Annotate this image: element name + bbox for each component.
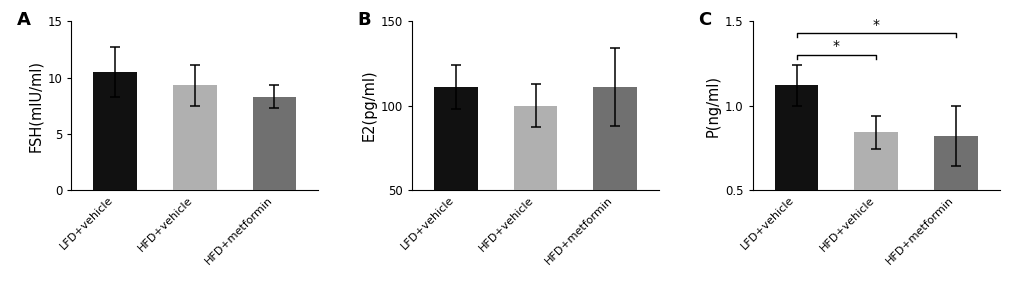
Y-axis label: E2(pg/ml): E2(pg/ml) xyxy=(362,70,376,141)
Text: C: C xyxy=(698,11,711,29)
Bar xyxy=(514,106,556,274)
Text: *: * xyxy=(872,17,878,32)
Bar xyxy=(93,72,137,190)
Bar xyxy=(173,85,216,190)
Bar xyxy=(593,87,637,274)
Text: A: A xyxy=(17,11,31,29)
Text: B: B xyxy=(358,11,371,29)
Bar xyxy=(854,132,897,274)
Bar xyxy=(253,97,297,190)
Bar xyxy=(773,85,817,274)
Bar xyxy=(933,136,977,274)
Y-axis label: FSH(mIU/ml): FSH(mIU/ml) xyxy=(29,60,43,151)
Text: *: * xyxy=(833,39,839,53)
Y-axis label: P(ng/ml): P(ng/ml) xyxy=(705,75,720,136)
Bar xyxy=(433,87,477,274)
